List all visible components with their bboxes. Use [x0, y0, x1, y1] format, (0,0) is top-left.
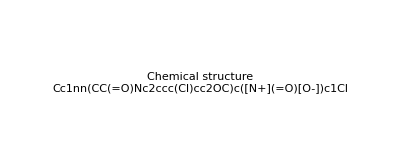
- Text: Chemical structure
Cc1nn(CC(=O)Nc2ccc(Cl)cc2OC)c([N+](=O)[O-])c1Cl: Chemical structure Cc1nn(CC(=O)Nc2ccc(Cl…: [53, 72, 348, 93]
